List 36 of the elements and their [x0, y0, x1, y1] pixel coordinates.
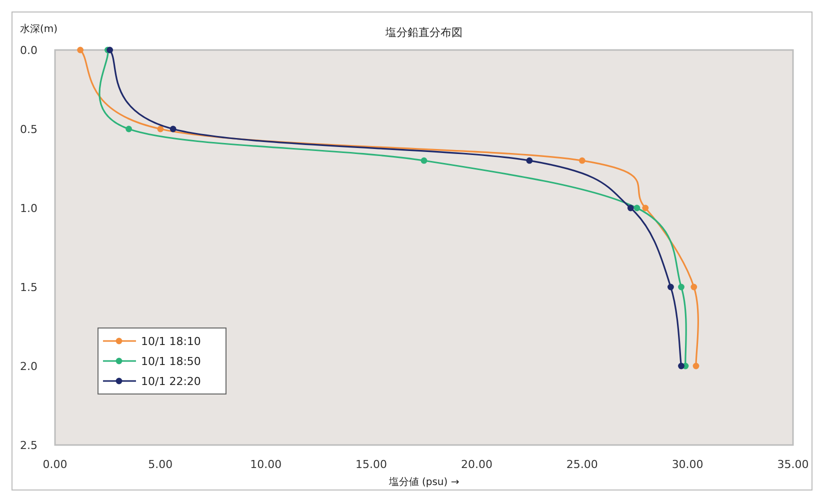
point	[157, 126, 164, 132]
point	[526, 157, 533, 164]
x-tick-label: 5.00	[148, 458, 173, 471]
point	[578, 157, 586, 164]
point	[77, 46, 84, 54]
x-tick-label: 0.00	[42, 458, 68, 471]
y-tick-label: 1.5	[20, 281, 38, 294]
chart-title: 塩分鉛直分布図	[384, 26, 462, 39]
x-tick-label: 15.00	[356, 458, 388, 471]
point	[126, 126, 132, 132]
y-tick-label: 0.0	[20, 44, 38, 57]
legend-label: 10/1 18:50	[141, 355, 201, 368]
point	[642, 204, 649, 212]
x-tick-label: 25.00	[566, 458, 598, 471]
x-axis-title: 塩分値 (psu) →	[388, 476, 460, 488]
legend-label: 10/1 18:10	[141, 335, 201, 348]
point	[678, 362, 684, 370]
point	[692, 362, 700, 370]
y-axis-title: 水深(m)	[20, 23, 58, 35]
x-tick-label: 30.00	[672, 458, 704, 471]
point	[678, 284, 684, 290]
x-tick-label: 10.00	[250, 458, 282, 471]
y-tick-label: 1.0	[20, 202, 38, 215]
point	[668, 284, 674, 290]
x-tick-label: 20.00	[460, 458, 492, 471]
point	[420, 157, 428, 164]
y-tick-label: 0.5	[20, 123, 38, 136]
point	[106, 46, 114, 54]
point	[634, 204, 640, 212]
legend-label: 10/1 22:20	[141, 375, 201, 388]
point	[627, 204, 634, 212]
y-tick-label: 2.5	[20, 439, 38, 452]
point	[170, 126, 176, 132]
x-tick-label: 35.00	[777, 458, 809, 471]
y-tick-label: 2.0	[20, 360, 38, 373]
point	[690, 284, 698, 290]
